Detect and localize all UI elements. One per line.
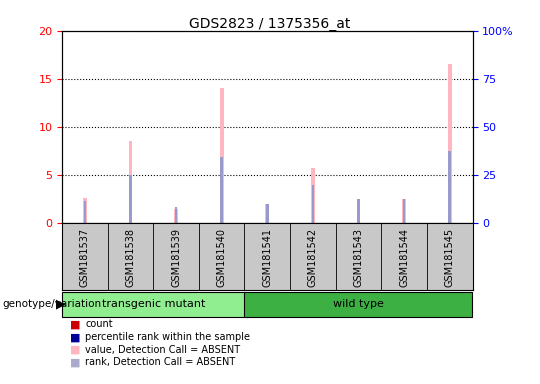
Bar [129, 141, 132, 223]
Text: GDS2823 / 1375356_at: GDS2823 / 1375356_at [190, 17, 350, 31]
Bar [129, 175, 132, 223]
Bar [174, 209, 178, 223]
Bar [402, 199, 406, 223]
Bar [175, 207, 178, 223]
Bar [448, 151, 451, 223]
Text: wild type: wild type [333, 299, 384, 310]
Bar [245, 292, 472, 317]
Text: ■: ■ [70, 319, 80, 329]
Text: percentile rank within the sample: percentile rank within the sample [85, 332, 251, 342]
Text: genotype/variation: genotype/variation [3, 299, 102, 309]
Bar [83, 198, 87, 223]
Text: GSM181542: GSM181542 [308, 228, 318, 287]
Text: value, Detection Call = ABSENT: value, Detection Call = ABSENT [85, 345, 240, 355]
Text: ■: ■ [70, 332, 80, 342]
Bar [220, 157, 223, 223]
Text: GSM181544: GSM181544 [399, 228, 409, 287]
Text: GSM181537: GSM181537 [80, 228, 90, 287]
Text: ■: ■ [70, 358, 80, 367]
Bar [311, 168, 315, 223]
Text: GSM181538: GSM181538 [125, 228, 136, 287]
Text: rank, Detection Call = ABSENT: rank, Detection Call = ABSENT [85, 358, 235, 367]
Bar [84, 200, 86, 223]
Bar [266, 204, 269, 223]
Bar [357, 199, 360, 223]
Bar [62, 292, 245, 317]
Bar [448, 64, 451, 223]
Text: count: count [85, 319, 113, 329]
Bar [312, 185, 314, 223]
Bar [220, 88, 224, 223]
Text: GSM181540: GSM181540 [217, 228, 227, 287]
Text: GSM181543: GSM181543 [354, 228, 363, 287]
Text: GSM181541: GSM181541 [262, 228, 272, 287]
Text: GSM181539: GSM181539 [171, 228, 181, 287]
Text: ▶: ▶ [56, 298, 65, 311]
Text: transgenic mutant: transgenic mutant [102, 299, 205, 310]
Text: GSM181545: GSM181545 [445, 228, 455, 287]
Text: ■: ■ [70, 345, 80, 355]
Bar [266, 204, 269, 223]
Bar [357, 199, 360, 223]
Bar [403, 199, 406, 223]
